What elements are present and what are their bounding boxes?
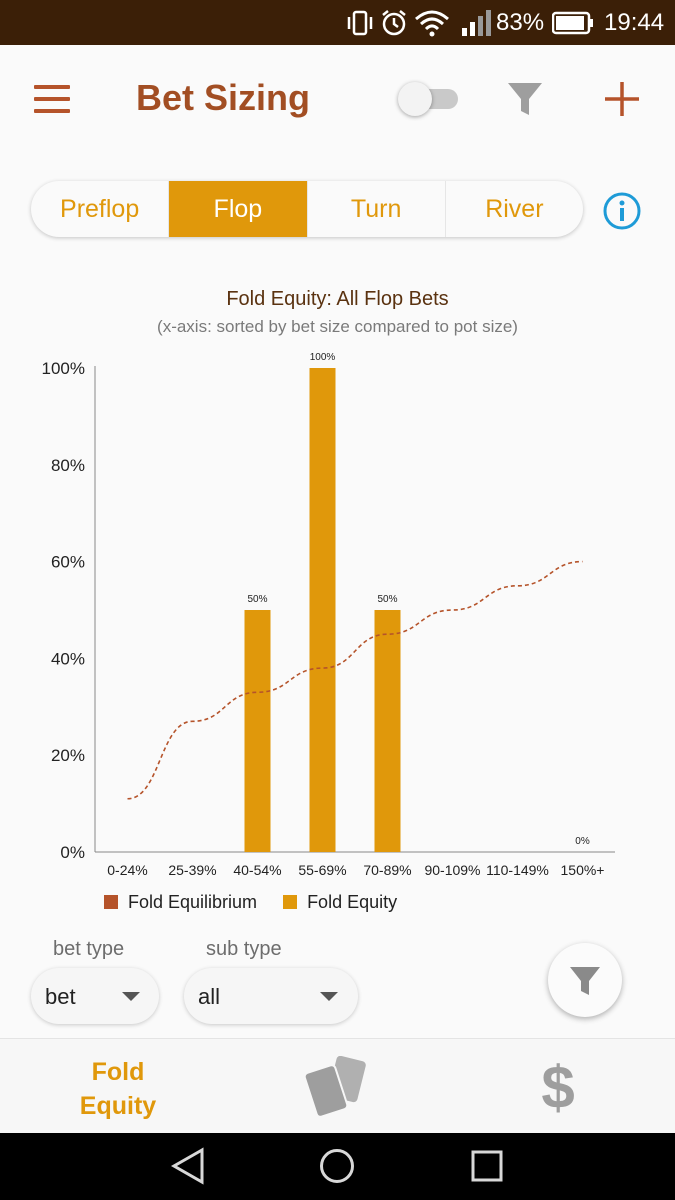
legend-swatch: [104, 895, 118, 909]
bar-fold-equity: [244, 610, 271, 852]
home-icon[interactable]: [319, 1148, 355, 1184]
cards-icon[interactable]: [300, 1055, 376, 1118]
x-tick-label: 110-149%: [486, 862, 549, 878]
y-tick-label: 60%: [51, 553, 85, 572]
vibrate-icon: [346, 0, 374, 45]
filter-icon[interactable]: [506, 81, 544, 117]
filter-fab-button[interactable]: [548, 943, 622, 1017]
legend-item-fold-equity: Fold Equity: [283, 892, 397, 913]
x-tick-label: 70-89%: [363, 862, 411, 878]
y-tick-label: 80%: [51, 456, 85, 475]
line-fold-equilibrium: [127, 560, 583, 800]
x-tick-label: 55-69%: [298, 862, 346, 878]
plus-icon[interactable]: [604, 81, 640, 117]
tab-flop[interactable]: Flop: [169, 181, 308, 237]
bet-type-dropdown[interactable]: bet: [31, 968, 159, 1024]
bet-type-label: bet type: [53, 938, 125, 960]
signal-icon: [462, 0, 492, 45]
y-tick-label: 100%: [42, 359, 85, 378]
tab-preflop[interactable]: Preflop: [31, 181, 170, 237]
info-icon[interactable]: [602, 191, 642, 231]
x-tick-label: 0-24%: [107, 862, 147, 878]
y-tick-label: 20%: [51, 746, 85, 765]
bar-fold-equity: [309, 368, 336, 852]
legend-label: Fold Equilibrium: [128, 891, 258, 912]
app-bar: Bet Sizing: [0, 45, 675, 155]
nav-fold-equity-line1: Fold: [91, 1058, 145, 1086]
toggle-switch[interactable]: [398, 82, 460, 116]
bar-data-label: 0%: [575, 836, 590, 847]
chart-legend: Fold Equilibrium Fold Equity: [104, 889, 423, 915]
clock-time: 19:44: [604, 8, 665, 36]
nav-fold-equity[interactable]: Fold Equity: [58, 1055, 178, 1123]
sub-type-label: sub type: [206, 938, 282, 960]
system-nav-bar: [0, 1133, 675, 1200]
sub-type-dropdown[interactable]: all: [184, 968, 358, 1024]
alarm-icon: [380, 0, 408, 45]
bar-fold-equity: [374, 610, 401, 852]
legend-swatch: [283, 895, 298, 909]
bar-data-label: 50%: [377, 594, 397, 605]
nav-fold-equity-line2: Equity: [79, 1092, 157, 1120]
chevron-down-icon: [122, 992, 140, 1001]
chart-title: Fold Equity: All Flop Bets: [226, 288, 449, 310]
chevron-down-icon: [320, 992, 338, 1001]
legend-item-fold-equilibrium: Fold Equilibrium: [104, 892, 257, 913]
x-tick-label: 25-39%: [168, 862, 216, 878]
battery-icon: [552, 0, 594, 45]
x-tick-label: 150%+: [561, 862, 605, 878]
dollar-icon[interactable]: $: [541, 1054, 575, 1121]
tab-turn[interactable]: Turn: [308, 181, 446, 237]
fold-equity-chart: 0% 20% 40% 60% 80% 100% 0-24% 25-39% 40-54% 55-69…: [42, 352, 615, 878]
filter-icon: [570, 967, 600, 995]
x-tick-label: 90-109%: [424, 862, 480, 878]
tab-river[interactable]: River: [485, 194, 544, 223]
street-tabs: Preflop Flop Turn River: [31, 181, 583, 237]
back-icon[interactable]: [170, 1147, 206, 1185]
sub-type-value: all: [198, 984, 221, 1009]
battery-percent: 83%: [496, 8, 545, 36]
chart-subtitle: (x-axis: sorted by bet size compared to …: [157, 317, 518, 336]
bottom-nav: Fold Equity $: [0, 1038, 675, 1133]
bar-data-label: 100%: [310, 352, 336, 363]
recent-apps-icon[interactable]: [471, 1150, 503, 1182]
wifi-icon: [414, 0, 450, 45]
legend-label: Fold Equity: [307, 891, 398, 912]
status-bar: 83% 19:44: [0, 0, 675, 45]
y-tick-label: 40%: [51, 649, 85, 668]
bet-type-value: bet: [45, 984, 76, 1009]
page-title: Bet Sizing: [136, 77, 311, 118]
x-tick-label: 40-54%: [233, 862, 281, 878]
menu-icon[interactable]: [34, 85, 72, 113]
y-tick-label: 0%: [60, 843, 85, 862]
bar-data-label: 50%: [247, 594, 267, 605]
